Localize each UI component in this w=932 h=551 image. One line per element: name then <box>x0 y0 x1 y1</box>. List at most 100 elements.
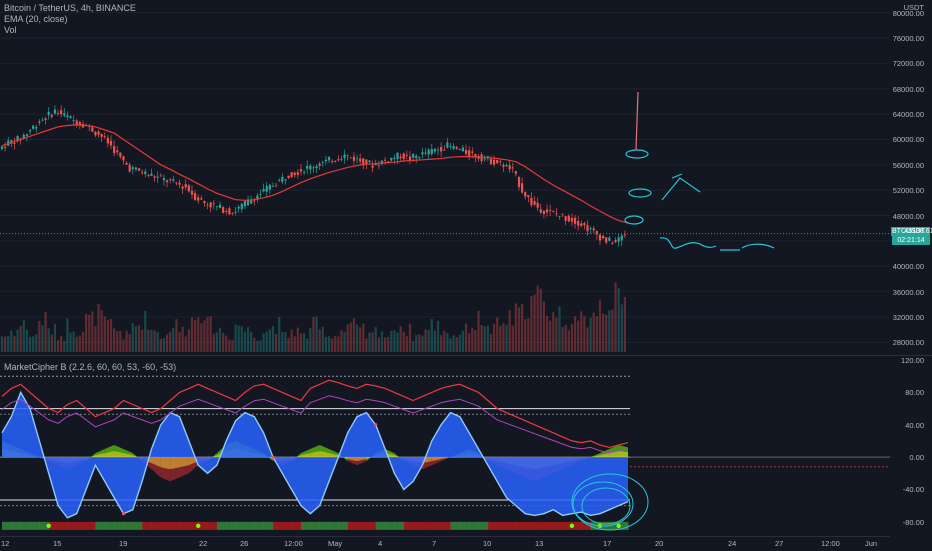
candle-body <box>243 201 247 207</box>
candle-body <box>595 230 598 235</box>
candle-body <box>592 228 595 231</box>
time-tick: 10 <box>483 539 492 548</box>
volume-bar <box>10 330 13 352</box>
candle-body <box>78 122 81 125</box>
annotation-circle-top <box>625 149 649 159</box>
annotation-ring-2 <box>581 487 631 525</box>
candle-body <box>617 237 620 242</box>
candle-body <box>443 149 446 151</box>
volume-bar <box>81 331 85 352</box>
oscillator-purple-line <box>1 395 629 454</box>
candle-body <box>586 225 589 232</box>
volume-bar <box>620 304 623 352</box>
time-tick: 7 <box>432 539 437 548</box>
volume-bar <box>480 325 483 352</box>
candle-body <box>383 159 387 161</box>
signal-cell <box>160 521 171 530</box>
volume-bar <box>203 320 206 352</box>
candle-body <box>533 201 536 205</box>
candle-body <box>359 158 362 162</box>
volume-bar <box>84 314 88 352</box>
candle-body <box>131 167 134 170</box>
money-flow-inner <box>104 451 115 458</box>
oscillator-annotations[interactable] <box>571 473 649 531</box>
volume-bar <box>125 330 128 352</box>
volume-bar <box>327 336 331 352</box>
candle-body <box>505 165 508 167</box>
current-price-badge: 45138.61 <box>904 228 932 235</box>
candle-body <box>589 228 592 229</box>
signal-cell <box>291 521 302 530</box>
volume-bar <box>16 329 19 352</box>
money-flow-inner <box>441 457 451 460</box>
candle-body <box>461 147 465 152</box>
volume-bar <box>153 330 156 352</box>
candle-body <box>374 163 377 165</box>
candle-body <box>573 217 577 224</box>
volume-bar <box>265 331 268 352</box>
volume-bar <box>362 323 365 352</box>
wave-dot <box>374 423 378 427</box>
volume-bar <box>100 310 103 352</box>
volume-bar <box>147 329 150 352</box>
time-axis[interactable]: 12 15 19 22 26 12:00 May 4 7 10 13 17 20 24 27 12:00 Jun <box>0 536 890 551</box>
volume-bar <box>0 336 4 352</box>
volume-bar <box>408 323 412 352</box>
volume-bar <box>209 316 212 352</box>
price-chart[interactable] <box>0 0 890 360</box>
volume-bar <box>458 334 461 352</box>
volume-legend[interactable]: Vol <box>4 25 17 35</box>
volume-bar <box>545 315 549 352</box>
volume-bar <box>315 316 318 352</box>
oscillator-tick: -80.00 <box>902 517 924 527</box>
candle-body <box>66 115 69 117</box>
volume-bar <box>97 303 100 352</box>
candle-body <box>539 209 542 213</box>
money-flow-inner <box>599 453 610 458</box>
signal-cell <box>104 521 115 530</box>
candle-body <box>169 179 172 181</box>
candle-body <box>412 154 415 158</box>
candle-body <box>601 235 605 239</box>
symbol-legend[interactable]: Bitcoin / TetherUS, 4h, BINANCE <box>4 3 136 13</box>
volume-bar <box>573 316 577 352</box>
price-axis[interactable]: USDT 80000.00 76000.00 72000.00 68000.00 640… <box>890 0 932 538</box>
candle-body <box>452 145 455 149</box>
volume-bar <box>274 333 278 352</box>
oscillator-tick: 80.00 <box>905 388 924 398</box>
buy-dot <box>616 523 621 529</box>
candle-body <box>287 175 290 179</box>
candle-body <box>555 213 558 215</box>
ema-legend[interactable]: EMA (20, close) <box>4 14 68 24</box>
volume-bar <box>22 320 25 352</box>
candle-body <box>471 151 474 153</box>
signal-cell <box>571 521 582 530</box>
volume-bar <box>405 336 408 352</box>
candle-body <box>234 211 237 213</box>
candle-body <box>430 148 433 154</box>
oscillator-legend[interactable]: MarketCipher B (2.2.6, 60, 60, 53, -60, … <box>4 362 177 372</box>
signal-cell <box>347 521 358 530</box>
volume-bar <box>175 319 178 352</box>
annotation-scribble <box>659 237 775 251</box>
candle-body <box>32 125 35 129</box>
pane-divider[interactable] <box>0 355 932 356</box>
drawing-annotations[interactable] <box>624 91 775 251</box>
candle-body <box>209 202 212 208</box>
price-tick: 76000.00 <box>892 34 924 44</box>
volume-bar <box>302 333 306 352</box>
volume-bar <box>468 332 471 352</box>
candle-body <box>545 209 549 213</box>
volume-bar <box>78 335 81 352</box>
volume-bar <box>505 324 508 352</box>
money-flow-inner <box>95 453 105 458</box>
candle-body <box>153 176 156 178</box>
time-tick: 19 <box>119 539 128 548</box>
candle-body <box>165 180 169 183</box>
time-tick: 26 <box>240 539 249 548</box>
volume-bar <box>558 306 561 352</box>
oscillator-chart[interactable] <box>0 356 890 538</box>
price-tick: 56000.00 <box>892 160 924 170</box>
signal-cell <box>515 521 526 530</box>
time-tick: 13 <box>535 539 544 548</box>
